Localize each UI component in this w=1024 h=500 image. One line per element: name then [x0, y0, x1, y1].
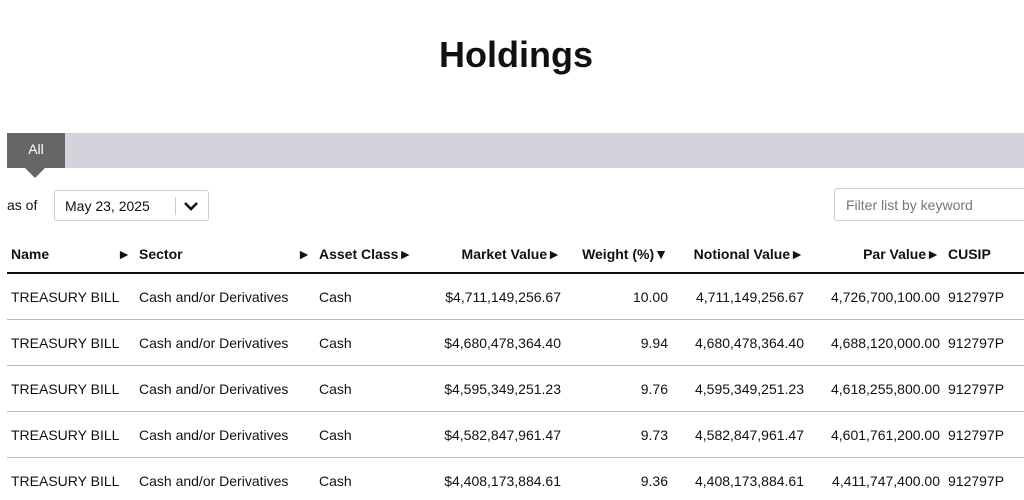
column-label: Market Value [461, 246, 548, 262]
sort-icon: ▼ [654, 246, 668, 262]
table-cell: 912797P [944, 457, 1024, 500]
table-cell: Cash [315, 319, 420, 366]
table-cell: 4,726,700,100.00 [808, 273, 944, 320]
table-cell: Cash and/or Derivatives [135, 411, 315, 458]
as-of-label: as of [7, 197, 38, 213]
column-header[interactable]: Par Value► [808, 236, 944, 274]
table-cell: 9.76 [565, 365, 672, 412]
table-row: TREASURY BILL Cash and/or Derivatives Cash… [7, 457, 1024, 500]
table-cell: TREASURY BILL [7, 411, 135, 458]
table-cell: Cash and/or Derivatives [135, 457, 315, 500]
table-body: TREASURY BILL Cash and/or Derivatives Cash… [7, 273, 1024, 500]
table-cell: 4,411,747,400.00 [808, 457, 944, 500]
column-label: Weight (%) [582, 246, 655, 262]
column-label: Asset Class [319, 246, 399, 262]
table-cell: 10.00 [565, 273, 672, 320]
tab-bar: All [7, 133, 1024, 178]
filter-input[interactable]: Filter list by keyword [834, 188, 1024, 221]
separator [175, 197, 176, 215]
table-cell: Cash and/or Derivatives [135, 365, 315, 412]
sort-icon: ► [790, 246, 804, 262]
table-cell: 4,408,173,884.61 [672, 457, 808, 500]
table-cell: TREASURY BILL [7, 365, 135, 412]
tab[interactable]: All [7, 133, 65, 178]
table-row: TREASURY BILL Cash and/or Derivatives Cash… [7, 365, 1024, 412]
table-row: TREASURY BILL Cash and/or Derivatives Cash… [7, 273, 1024, 320]
page-title: Holdings [439, 34, 593, 75]
holdings-table: ► Name ► Sector Asset Class► Market Value► Wei… [7, 236, 1024, 500]
table-cell: Cash [315, 411, 420, 458]
date-select[interactable]: May 23, 2025 [54, 190, 209, 221]
table-cell: $4,595,349,251.23 [420, 365, 565, 412]
table-cell: 9.94 [565, 319, 672, 366]
header-row: ► Name ► Sector Asset Class► Market Value► Wei… [7, 236, 1024, 274]
table-row: TREASURY BILL Cash and/or Derivatives Cash… [7, 411, 1024, 458]
table-cell: Cash and/or Derivatives [135, 319, 315, 366]
table-cell: 4,711,149,256.67 [672, 273, 808, 320]
table-cell: TREASURY BILL [7, 319, 135, 366]
sort-icon: ► [117, 246, 131, 262]
sort-icon: ► [547, 246, 561, 262]
table-cell: 4,680,478,364.40 [672, 319, 808, 366]
column-header[interactable]: Asset Class► [315, 236, 420, 274]
sort-icon: ► [926, 246, 940, 262]
table-cell: $4,408,173,884.61 [420, 457, 565, 500]
filter-placeholder: Filter list by keyword [846, 197, 973, 213]
table-cell: 912797P [944, 411, 1024, 458]
table-cell: 4,582,847,961.47 [672, 411, 808, 458]
table-cell: 912797P [944, 365, 1024, 412]
table-cell: Cash [315, 457, 420, 500]
column-header: CUSIP [944, 236, 1024, 274]
table-cell: Cash [315, 273, 420, 320]
chevron-icon [184, 202, 198, 211]
column-label: Par Value [863, 246, 927, 262]
column-header[interactable]: Market Value► [420, 236, 565, 274]
table-cell: Cash [315, 365, 420, 412]
table-cell: $4,711,149,256.67 [420, 273, 565, 320]
table-cell: TREASURY BILL [7, 273, 135, 320]
sort-icon: ► [297, 246, 311, 262]
table-cell: $4,680,478,364.40 [420, 319, 565, 366]
column-header[interactable]: ► Name [7, 236, 135, 274]
table-cell: 912797P [944, 273, 1024, 320]
table-cell: Cash and/or Derivatives [135, 273, 315, 320]
table-row: TREASURY BILL Cash and/or Derivatives Cash… [7, 319, 1024, 366]
column-label: Name [11, 246, 50, 262]
column-label: Sector [139, 246, 183, 262]
table-cell: $4,582,847,961.47 [420, 411, 565, 458]
table-cell: 9.36 [565, 457, 672, 500]
column-header[interactable]: ► Sector [135, 236, 315, 274]
table-cell: 4,618,255,800.00 [808, 365, 944, 412]
column-header[interactable]: Notional Value► [672, 236, 808, 274]
sort-icon: ► [398, 246, 413, 262]
table-cell: 4,595,349,251.23 [672, 365, 808, 412]
table-cell: 912797P [944, 319, 1024, 366]
column-label: Notional Value [693, 246, 791, 262]
table-cell: 4,688,120,000.00 [808, 319, 944, 366]
table-cell: 9.73 [565, 411, 672, 458]
column-label: CUSIP [948, 246, 991, 262]
table-cell: TREASURY BILL [7, 457, 135, 500]
table-cell: 4,601,761,200.00 [808, 411, 944, 458]
date-value: May 23, 2025 [65, 198, 150, 214]
column-header[interactable]: Weight (%)▼ [565, 236, 672, 274]
